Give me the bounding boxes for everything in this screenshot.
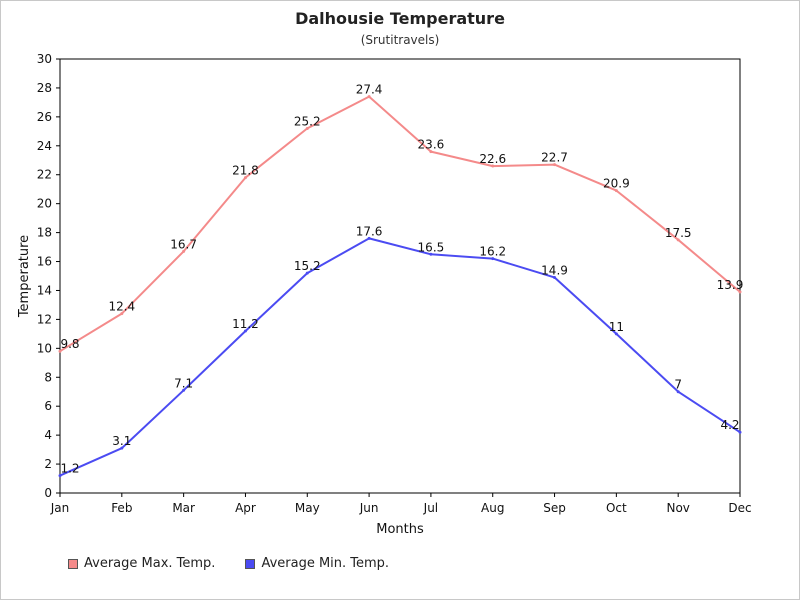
- data-point: [553, 163, 557, 167]
- chart-subtitle: (Srutitravels): [361, 33, 440, 47]
- data-point: [305, 126, 309, 130]
- legend-label-max: Average Max. Temp.: [84, 556, 216, 571]
- data-point: [614, 332, 618, 336]
- data-point: [58, 474, 62, 478]
- data-point: [243, 329, 247, 333]
- data-point: [614, 189, 618, 193]
- data-label: 11: [609, 320, 624, 334]
- data-point: [553, 275, 557, 279]
- x-tick-label: Jan: [50, 501, 70, 515]
- data-point: [429, 150, 433, 154]
- data-label: 16.5: [418, 240, 445, 254]
- legend-item-min[interactable]: Average Min. Temp.: [245, 556, 389, 571]
- data-point: [367, 95, 371, 99]
- data-label: 11.2: [232, 317, 259, 331]
- data-point: [58, 349, 62, 353]
- x-tick-label: Nov: [666, 501, 689, 515]
- data-point: [676, 238, 680, 242]
- legend-item-max[interactable]: Average Max. Temp.: [68, 556, 215, 571]
- y-tick-label: 24: [37, 139, 52, 153]
- data-label: 21.8: [232, 164, 259, 178]
- data-label: 12.4: [108, 300, 135, 314]
- legend-swatch-max: [68, 558, 78, 569]
- x-tick-label: Aug: [481, 501, 504, 515]
- x-tick-label: Apr: [235, 501, 256, 515]
- x-tick-label: Jun: [359, 501, 379, 515]
- y-tick-label: 6: [44, 399, 52, 413]
- y-tick-label: 14: [37, 283, 52, 297]
- data-point: [738, 430, 742, 434]
- data-label: 7.1: [174, 376, 193, 390]
- data-point: [676, 390, 680, 394]
- y-tick-label: 16: [37, 255, 52, 269]
- x-axis-ticks: Jan Feb Mar Apr May Jun Jul Aug Sep Oct Nov Dec: [50, 493, 752, 515]
- legend-label-min: Average Min. Temp.: [261, 556, 390, 571]
- data-point: [738, 290, 742, 294]
- data-label: 16.2: [479, 245, 506, 259]
- x-tick-label: Feb: [111, 501, 132, 515]
- data-point: [367, 236, 371, 240]
- data-labels: 9.8 12.4 16.7 21.8 25.2 27.4 23.6 22.6 22.7 20.9 1…: [60, 83, 743, 476]
- x-tick-label: Sep: [543, 501, 566, 515]
- y-tick-label: 10: [37, 341, 52, 355]
- y-tick-label: 0: [44, 486, 52, 500]
- data-label: 27.4: [356, 83, 383, 97]
- data-point: [429, 252, 433, 256]
- y-tick-label: 2: [44, 457, 52, 471]
- data-label: 14.9: [541, 263, 568, 277]
- x-tick-label: Dec: [728, 501, 751, 515]
- data-label: 22.7: [541, 151, 568, 165]
- data-label: 16.7: [170, 237, 197, 251]
- y-tick-label: 18: [37, 226, 52, 240]
- x-tick-label: May: [295, 501, 320, 515]
- data-label: 15.2: [294, 259, 321, 273]
- data-label: 17.5: [665, 226, 692, 240]
- data-point: [120, 312, 124, 316]
- data-label: 9.8: [60, 337, 79, 351]
- data-point: [243, 176, 247, 180]
- y-axis-title: Temperature: [17, 235, 32, 318]
- data-label: 17.6: [356, 224, 383, 238]
- data-point: [120, 446, 124, 450]
- series-lines: [58, 95, 742, 478]
- data-label: 4.2: [720, 418, 739, 432]
- y-tick-label: 28: [37, 81, 52, 95]
- series-line-max: [59, 95, 741, 353]
- x-tick-label: Oct: [606, 501, 627, 515]
- data-point: [491, 164, 495, 168]
- y-tick-label: 4: [44, 428, 52, 442]
- y-tick-label: 26: [37, 110, 52, 124]
- y-tick-label: 12: [37, 312, 52, 326]
- chart-legend: Average Max. Temp. Average Min. Temp.: [68, 556, 419, 571]
- data-label: 25.2: [294, 114, 321, 128]
- data-label: 3.1: [112, 434, 131, 448]
- data-label: 23.6: [418, 138, 445, 152]
- data-label: 1.2: [60, 462, 79, 476]
- chart-title: Dalhousie Temperature: [295, 9, 505, 28]
- data-point: [182, 249, 186, 253]
- x-tick-label: Jul: [423, 501, 438, 515]
- data-label: 22.6: [479, 152, 506, 166]
- plot-area: [59, 58, 741, 494]
- data-label: 7: [674, 378, 682, 392]
- series-line-min: [59, 237, 741, 477]
- data-label: 13.9: [717, 278, 744, 292]
- data-point: [182, 388, 186, 392]
- x-axis-title: Months: [376, 522, 424, 537]
- y-tick-label: 20: [37, 197, 52, 211]
- legend-swatch-min: [245, 558, 256, 569]
- data-point: [491, 257, 495, 261]
- data-point: [305, 271, 309, 275]
- y-tick-label: 8: [44, 370, 52, 384]
- y-tick-label: 30: [37, 52, 52, 66]
- x-tick-label: Mar: [172, 501, 195, 515]
- data-label: 20.9: [603, 177, 630, 191]
- y-tick-label: 22: [37, 168, 52, 182]
